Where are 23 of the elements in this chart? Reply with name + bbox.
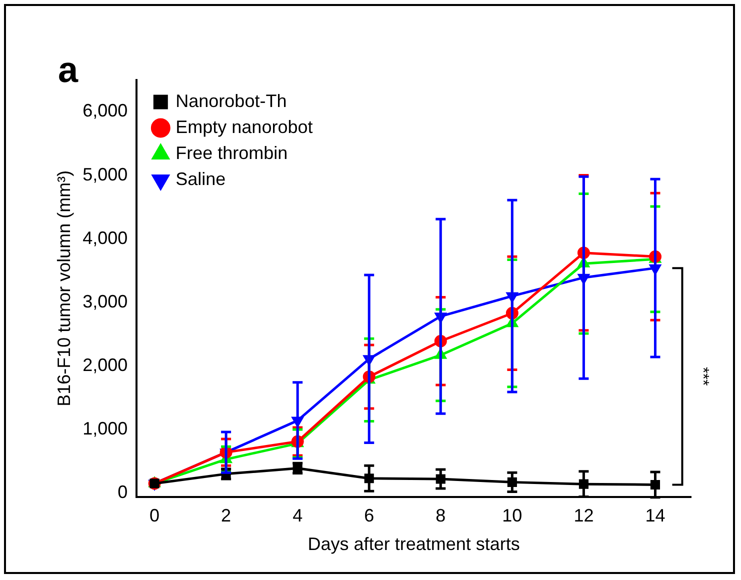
legend-label: Empty nanorobot bbox=[176, 116, 313, 137]
x-tick-label: 10 bbox=[502, 506, 522, 526]
y-tick-label: 2,000 bbox=[82, 354, 128, 375]
legend-label: Saline bbox=[176, 168, 226, 189]
x-tick-label: 2 bbox=[221, 506, 232, 526]
y-tick-label: 5,000 bbox=[82, 164, 128, 184]
y-tick-label: 0 bbox=[118, 482, 128, 502]
text: a bbox=[58, 49, 79, 90]
x-axis-title: Days after treatment starts bbox=[308, 534, 520, 554]
x-tick-label: 14 bbox=[645, 506, 666, 526]
y-tick-label: 4,000 bbox=[82, 228, 128, 248]
x-tick-label: 8 bbox=[436, 506, 446, 526]
legend-label: Nanorobot-Th bbox=[176, 90, 287, 111]
x-tick-label: 12 bbox=[574, 506, 594, 526]
x-tick-label: 0 bbox=[150, 506, 160, 526]
y-tick-label: 3,000 bbox=[82, 291, 128, 312]
y-tick-label: 1,000 bbox=[82, 418, 128, 438]
legend-label: Free thrombin bbox=[176, 142, 288, 163]
x-tick-label: 4 bbox=[292, 506, 303, 526]
y-axis-title: B16-F10 tumor volumn (mm³) bbox=[54, 170, 74, 406]
x-tick-label: 6 bbox=[364, 506, 374, 526]
text: *** bbox=[694, 367, 711, 386]
y-tick-label: 6,000 bbox=[82, 100, 128, 121]
